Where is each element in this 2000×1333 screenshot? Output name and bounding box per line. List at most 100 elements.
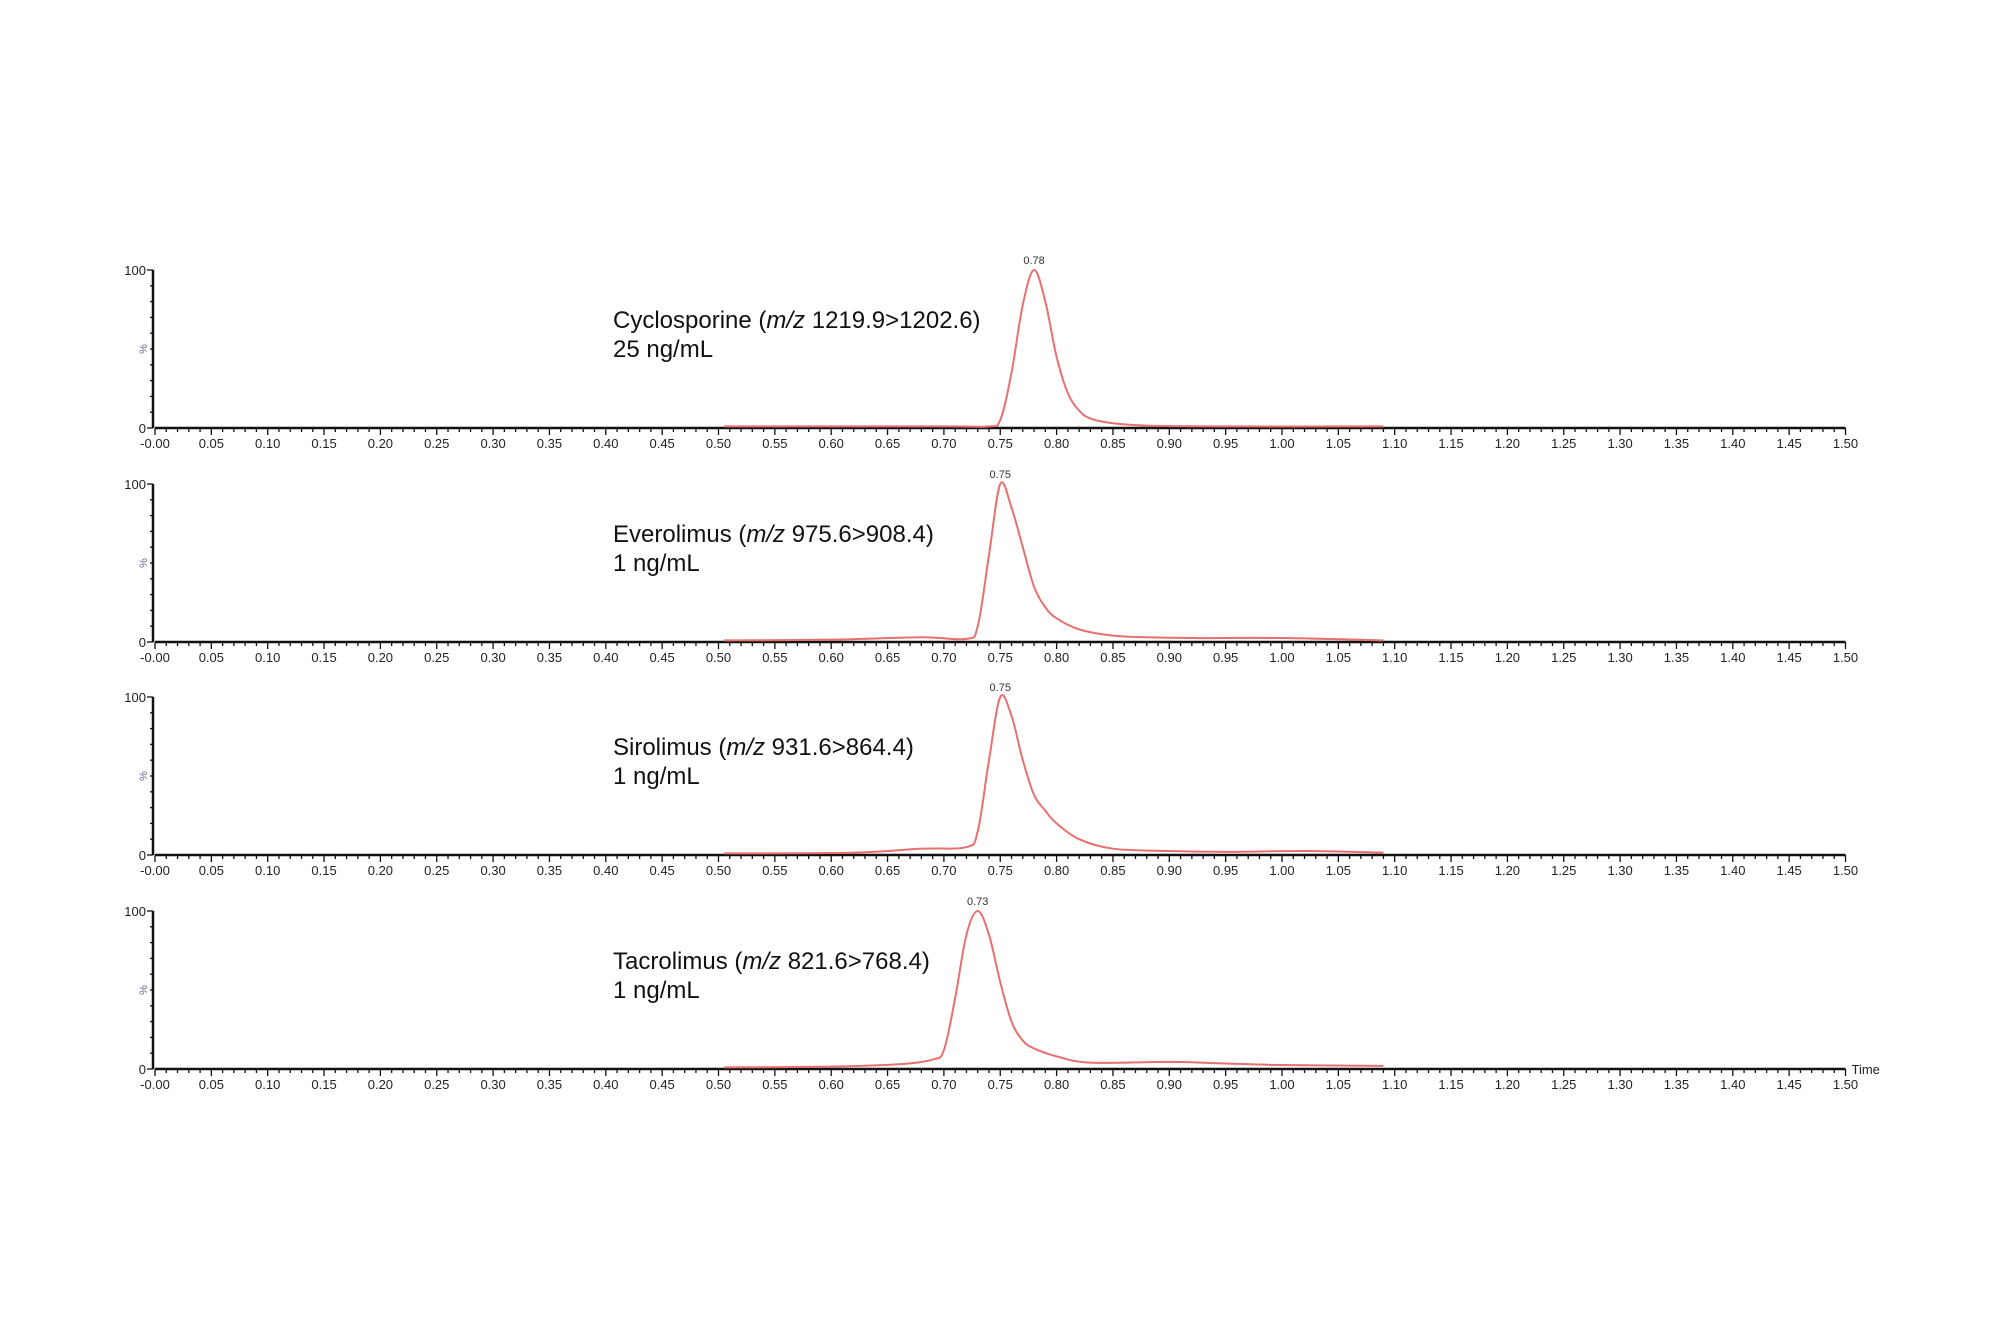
x-tick-label: 0.90 bbox=[1157, 1077, 1182, 1092]
x-tick-label: 0.45 bbox=[649, 650, 674, 665]
y-tick-label-max: 100 bbox=[124, 263, 146, 278]
y-axis-label: % bbox=[138, 985, 150, 995]
x-tick-label: 0.80 bbox=[1044, 650, 1069, 665]
x-tick-label: 1.20 bbox=[1495, 650, 1520, 665]
x-tick-label: 1.40 bbox=[1720, 863, 1745, 878]
y-axis-label: % bbox=[138, 771, 150, 781]
concentration-label: 1 ng/mL bbox=[613, 550, 700, 577]
x-tick-label: 1.00 bbox=[1269, 1077, 1294, 1092]
x-tick-label: 1.30 bbox=[1607, 650, 1632, 665]
mz-transition: 931.6>864.4) bbox=[765, 734, 914, 761]
x-tick-label: 0.60 bbox=[819, 1077, 844, 1092]
y-tick-label-max: 100 bbox=[124, 904, 146, 919]
x-tick-label: 0.10 bbox=[255, 650, 280, 665]
x-tick-label: 1.15 bbox=[1438, 1077, 1463, 1092]
x-tick-label: 0.90 bbox=[1157, 650, 1182, 665]
concentration-label: 1 ng/mL bbox=[613, 763, 700, 790]
chromatogram-trace bbox=[724, 269, 1384, 428]
x-tick-label: 1.40 bbox=[1720, 436, 1745, 451]
x-tick-label: 0.60 bbox=[819, 436, 844, 451]
x-tick-label: 1.15 bbox=[1438, 863, 1463, 878]
x-tick-label: 1.50 bbox=[1833, 650, 1858, 665]
x-tick-label: 0.80 bbox=[1044, 863, 1069, 878]
x-tick-label: 0.70 bbox=[931, 650, 956, 665]
x-tick-label: 1.05 bbox=[1326, 863, 1351, 878]
x-tick-label: 0.20 bbox=[368, 863, 393, 878]
x-tick-label: 0.35 bbox=[537, 1077, 562, 1092]
x-tick-label: 0.45 bbox=[649, 1077, 674, 1092]
x-tick-label: 0.55 bbox=[762, 650, 787, 665]
x-tick-label: 0.40 bbox=[593, 1077, 618, 1092]
y-tick-label-max: 100 bbox=[124, 690, 146, 705]
x-tick-label: 0.50 bbox=[706, 1077, 731, 1092]
x-tick-label: 0.20 bbox=[368, 436, 393, 451]
y-tick-label-max: 100 bbox=[124, 477, 146, 492]
x-tick-label: 0.10 bbox=[255, 1077, 280, 1092]
x-tick-label: 1.20 bbox=[1495, 863, 1520, 878]
x-tick-label: 0.55 bbox=[762, 1077, 787, 1092]
x-tick-label: 0.70 bbox=[931, 863, 956, 878]
x-tick-label: 1.25 bbox=[1551, 1077, 1576, 1092]
y-tick-label-min: 0 bbox=[139, 421, 146, 436]
x-tick-label: 0.55 bbox=[762, 863, 787, 878]
x-tick-label: 1.45 bbox=[1776, 436, 1801, 451]
x-tick-label: 0.85 bbox=[1100, 436, 1125, 451]
x-tick-label: 0.40 bbox=[593, 863, 618, 878]
peak-label: 0.75 bbox=[990, 682, 1011, 694]
x-tick-label: 0.15 bbox=[311, 436, 336, 451]
x-tick-label: 0.35 bbox=[537, 436, 562, 451]
mz-transition: 821.6>768.4) bbox=[781, 948, 930, 975]
mz-label: m/z bbox=[746, 521, 786, 548]
x-tick-label: 1.35 bbox=[1664, 863, 1689, 878]
x-tick-label: 0.10 bbox=[255, 863, 280, 878]
x-tick-label: 0.35 bbox=[537, 863, 562, 878]
x-tick-label: 0.05 bbox=[199, 863, 224, 878]
x-tick-label: 0.90 bbox=[1157, 863, 1182, 878]
compound-name: Everolimus ( bbox=[613, 521, 747, 548]
x-tick-label: 1.05 bbox=[1326, 436, 1351, 451]
x-tick-label: 0.80 bbox=[1044, 436, 1069, 451]
x-tick-label: 1.50 bbox=[1833, 436, 1858, 451]
x-tick-label: 1.50 bbox=[1833, 1077, 1858, 1092]
y-tick-label-min: 0 bbox=[139, 1062, 146, 1077]
x-tick-label: 0.10 bbox=[255, 436, 280, 451]
x-tick-label: 0.75 bbox=[988, 1077, 1013, 1092]
x-tick-label: 0.25 bbox=[424, 436, 449, 451]
chromatogram-panel: -0.00 0.05 0.10 0.15 0.20 0.25 0.30 0.35 0.40 0.4… bbox=[124, 255, 1858, 451]
x-tick-label: 1.30 bbox=[1607, 1077, 1632, 1092]
x-tick-label: 0.85 bbox=[1100, 650, 1125, 665]
x-tick-label: 0.45 bbox=[649, 436, 674, 451]
x-tick-label: 0.75 bbox=[988, 863, 1013, 878]
x-tick-label: 0.95 bbox=[1213, 1077, 1238, 1092]
x-tick-label: 1.45 bbox=[1776, 863, 1801, 878]
x-tick-label: 0.50 bbox=[706, 650, 731, 665]
x-tick-label: 0.95 bbox=[1213, 863, 1238, 878]
x-tick-label: 1.30 bbox=[1607, 436, 1632, 451]
x-tick-label: 0.65 bbox=[875, 863, 900, 878]
x-tick-label: 0.85 bbox=[1100, 863, 1125, 878]
x-tick-label: 1.25 bbox=[1551, 863, 1576, 878]
x-tick-label: 0.55 bbox=[762, 436, 787, 451]
x-tick-label: -0.00 bbox=[140, 436, 170, 451]
x-tick-label: 0.35 bbox=[537, 650, 562, 665]
x-tick-label: 1.10 bbox=[1382, 436, 1407, 451]
x-tick-label: 0.60 bbox=[819, 863, 844, 878]
mz-label: m/z bbox=[742, 948, 782, 975]
x-tick-label: 1.20 bbox=[1495, 436, 1520, 451]
x-tick-label: -0.00 bbox=[140, 1077, 170, 1092]
peak-label: 0.73 bbox=[967, 896, 988, 908]
x-tick-label: 0.30 bbox=[480, 436, 505, 451]
x-tick-label: 0.70 bbox=[931, 436, 956, 451]
x-tick-label: 1.00 bbox=[1269, 863, 1294, 878]
x-tick-label: 0.50 bbox=[706, 863, 731, 878]
x-tick-label: 0.15 bbox=[311, 650, 336, 665]
chromatogram-trace bbox=[724, 909, 1384, 1069]
x-tick-label: 0.15 bbox=[311, 1077, 336, 1092]
x-tick-label: 0.05 bbox=[199, 436, 224, 451]
x-tick-label: 0.75 bbox=[988, 650, 1013, 665]
x-tick-label: 1.10 bbox=[1382, 1077, 1407, 1092]
concentration-label: 25 ng/mL bbox=[613, 336, 714, 363]
peak-label: 0.75 bbox=[990, 469, 1011, 481]
x-tick-label: -0.00 bbox=[140, 650, 170, 665]
